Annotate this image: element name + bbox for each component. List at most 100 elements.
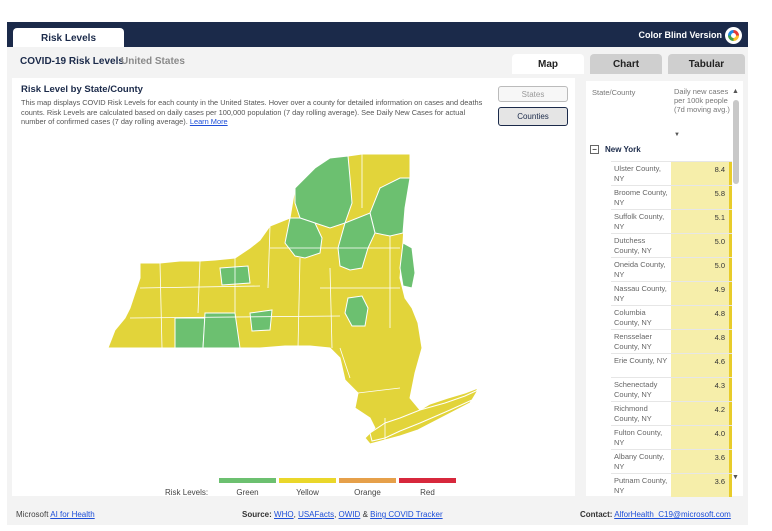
legend-text-red: Red xyxy=(420,488,435,497)
new-york-state-shape xyxy=(107,153,480,445)
county-value: 4.2 xyxy=(671,402,732,425)
county-name: Dutchess County, NY xyxy=(614,236,652,255)
long-island-shape xyxy=(369,388,480,442)
footer-contact: Contact: AlforHealth_C19@microsoft.com xyxy=(580,510,731,519)
county-name: Ulster County, NY xyxy=(614,164,661,183)
scroll-down-icon[interactable]: ▼ xyxy=(732,474,739,481)
county-name: Oneida County, NY xyxy=(614,260,666,279)
group-row-new-york[interactable]: − New York xyxy=(590,145,641,154)
legend-swatch-red xyxy=(399,478,456,483)
scrollbar-thumb[interactable] xyxy=(733,100,739,184)
contact-label: Contact: xyxy=(580,510,613,519)
county-name: Columbia County, NY xyxy=(614,308,652,327)
collapse-icon[interactable]: − xyxy=(590,145,599,154)
footer-sources: Source: WHO, USAFacts, OWID & Bing COVID… xyxy=(242,510,443,519)
map-card-description: This map displays COVID Risk Levels for … xyxy=(21,98,491,127)
county-value: 4.8 xyxy=(671,330,732,353)
county-name: Broome County, NY xyxy=(614,188,668,207)
scroll-up-icon[interactable]: ▲ xyxy=(732,88,739,95)
county-name: Suffolk County, NY xyxy=(614,212,665,231)
county-value: 4.3 xyxy=(671,378,732,401)
county-name: Fulton County, NY xyxy=(614,428,663,447)
table-row[interactable]: Dutchess County, NY 5.0 xyxy=(611,233,732,257)
county-name: Nassau County, NY xyxy=(614,284,667,303)
table-row[interactable]: Suffolk County, NY 5.1 xyxy=(611,209,732,233)
footer-left: Microsoft AI for Health xyxy=(16,510,95,519)
county-name: Rensselaer County, NY xyxy=(614,332,652,351)
tab-chart[interactable]: Chart xyxy=(590,54,662,74)
table-row[interactable]: Oneida County, NY 5.0 xyxy=(611,257,732,281)
county-value: 8.4 xyxy=(671,162,732,185)
footer-microsoft: Microsoft xyxy=(16,510,49,519)
table-row[interactable]: Schenectady County, NY 4.3 xyxy=(611,377,732,401)
column-header-daily-cases[interactable]: Daily new cases per 100k people (7d movi… xyxy=(674,87,730,114)
sort-descending-icon[interactable]: ▼ xyxy=(674,132,680,138)
county-value: 5.0 xyxy=(671,258,732,281)
color-blind-label[interactable]: Color Blind Version xyxy=(638,30,722,40)
county-green-central[interactable] xyxy=(337,212,376,271)
county-name: Schenectady County, NY xyxy=(614,380,658,399)
county-name: Erie County, NY xyxy=(614,356,668,365)
county-value: 4.9 xyxy=(671,282,732,305)
map-card-title: Risk Level by State/County xyxy=(21,84,143,95)
legend-text-green: Green xyxy=(236,488,259,497)
learn-more-link[interactable]: Learn More xyxy=(189,117,228,127)
county-name: Putnam County, NY xyxy=(614,476,668,495)
table-row[interactable]: Putnam County, NY 3.6 xyxy=(611,473,732,497)
table-row[interactable]: Albany County, NY 3.6 xyxy=(611,449,732,473)
footer xyxy=(7,500,748,525)
county-value: 5.8 xyxy=(671,186,732,209)
top-bar xyxy=(7,22,748,47)
county-value: 5.1 xyxy=(671,210,732,233)
county-green-mid[interactable] xyxy=(344,295,369,327)
owid-link[interactable]: OWID xyxy=(338,510,361,519)
group-label: New York xyxy=(605,145,641,154)
legend-text-yellow: Yellow xyxy=(296,488,319,497)
county-name: Albany County, NY xyxy=(614,452,665,471)
table-row[interactable]: Rensselaer County, NY 4.8 xyxy=(611,329,732,353)
table-row[interactable]: Ulster County, NY 8.4 xyxy=(611,161,732,185)
color-wheel-icon[interactable] xyxy=(725,27,742,44)
page-title: COVID-19 Risk Levels xyxy=(20,56,124,67)
tab-tabular[interactable]: Tabular xyxy=(668,54,745,74)
legend-text-orange: Orange xyxy=(354,488,381,497)
new-york-county-map[interactable] xyxy=(100,148,485,448)
county-green-sw2[interactable] xyxy=(202,312,241,349)
legend-swatch-green xyxy=(219,478,276,483)
county-boundaries xyxy=(129,154,401,440)
legend-label: Risk Levels: xyxy=(165,488,209,497)
county-name: Richmond County, NY xyxy=(614,404,652,423)
table-row[interactable]: Nassau County, NY 4.9 xyxy=(611,281,732,305)
county-value: 3.6 xyxy=(671,450,732,473)
county-green-sw3[interactable] xyxy=(249,309,273,332)
county-value: 4.6 xyxy=(671,354,732,377)
county-green-north[interactable] xyxy=(294,155,353,229)
description-text: This map displays COVID Risk Levels for … xyxy=(21,98,483,127)
table-row[interactable]: Fulton County, NY 4.0 xyxy=(611,425,732,449)
county-value: 4.8 xyxy=(671,306,732,329)
tab-risk-levels-label: Risk Levels xyxy=(40,33,97,44)
source-separator: , xyxy=(334,510,337,519)
tab-risk-levels[interactable]: Risk Levels xyxy=(13,28,124,49)
region-label: United States xyxy=(121,56,185,67)
states-button[interactable]: States xyxy=(498,86,568,102)
usafacts-link[interactable]: USAFacts xyxy=(298,510,335,519)
legend-swatch-yellow xyxy=(279,478,336,483)
counties-button[interactable]: Counties xyxy=(498,107,568,126)
table-row[interactable]: Richmond County, NY 4.2 xyxy=(611,401,732,425)
legend-swatch-orange xyxy=(339,478,396,483)
table-row[interactable]: Columbia County, NY 4.8 xyxy=(611,305,732,329)
county-value: 3.6 xyxy=(671,474,732,497)
ai-for-health-link[interactable]: AI for Health xyxy=(50,510,95,519)
table-row[interactable]: Erie County, NY 4.6 xyxy=(611,353,732,377)
county-value: 4.0 xyxy=(671,426,732,449)
contact-email-link[interactable]: AlforHealth_C19@microsoft.com xyxy=(614,510,731,519)
county-green-sw1[interactable] xyxy=(174,317,206,349)
bing-covid-tracker-link[interactable]: Bing COVID Tracker xyxy=(370,510,443,519)
table-row[interactable]: Broome County, NY 5.8 xyxy=(611,185,732,209)
column-header-state[interactable]: State/County xyxy=(592,88,636,97)
county-green-hudson[interactable] xyxy=(399,242,416,289)
tab-map[interactable]: Map xyxy=(512,54,584,74)
who-link[interactable]: WHO xyxy=(274,510,294,519)
county-value: 5.0 xyxy=(671,234,732,257)
